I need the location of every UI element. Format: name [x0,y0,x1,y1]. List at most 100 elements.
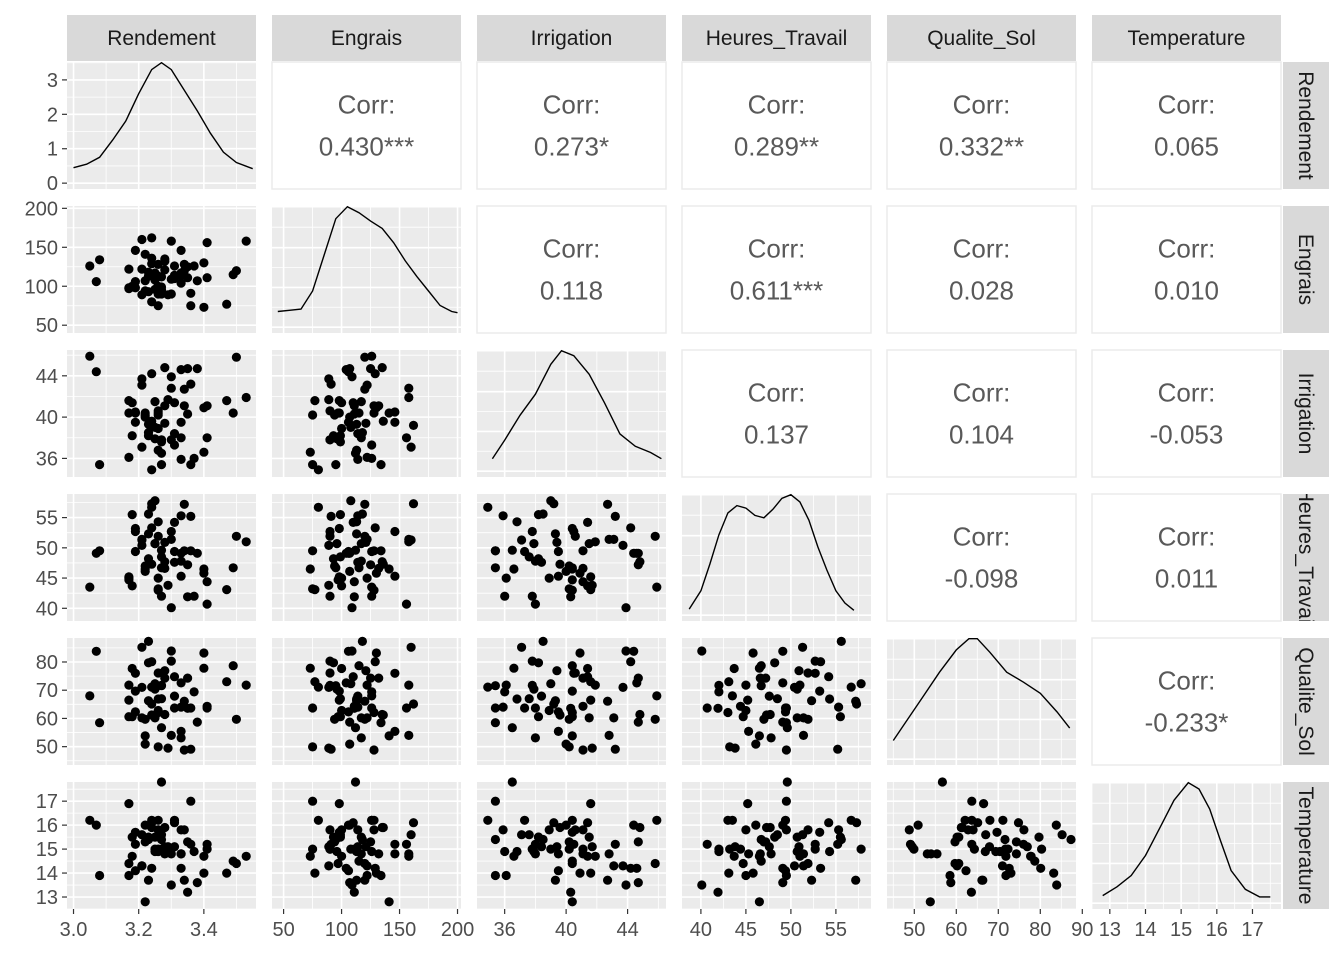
data-point [756,661,766,671]
y-tick-label: 55 [36,508,58,530]
data-point [353,557,363,567]
data-point [95,255,105,265]
data-point [583,517,593,528]
data-point [851,875,861,885]
data-point [335,437,345,447]
strip-right-bg [1283,206,1329,333]
corr-label: Corr: [748,90,806,120]
data-point [907,842,917,852]
data-point [408,499,419,509]
data-point [741,825,751,835]
data-point [347,603,357,613]
data-point [166,372,176,382]
data-point [751,739,761,749]
data-point [335,830,345,840]
data-point [1000,834,1010,845]
data-point [325,591,335,601]
data-point [156,289,167,299]
data-point [330,561,340,571]
data-point [755,673,765,683]
data-point [950,837,960,847]
data-point [324,861,334,871]
data-point [1057,830,1067,840]
data-point [376,460,386,470]
data-point [553,866,564,876]
strip-right-qualite_sol: Qualite_Sol [1283,638,1329,765]
data-point [189,846,199,857]
data-point [147,523,157,533]
data-point [524,552,534,562]
data-point [527,844,537,854]
data-point [199,851,209,861]
data-point [384,564,394,574]
data-point [759,714,769,724]
data-point [610,744,620,754]
y-tick-label: 60 [36,708,58,730]
data-point [332,846,342,857]
data-point [366,673,376,683]
data-point [150,496,160,506]
data-point [509,564,519,574]
data-point [147,297,157,307]
data-point [552,537,562,548]
data-point [333,408,343,418]
data-point [140,731,150,741]
data-point [124,799,134,809]
data-point [352,517,362,527]
panel-r6-c5 [887,777,1076,910]
corr-value: 0.011 [1155,564,1218,594]
data-point [140,561,150,571]
data-point [85,691,95,701]
data-point [169,557,180,567]
data-point [153,815,163,825]
data-point [366,560,376,570]
data-point [222,868,232,878]
corr-label: Corr: [1158,234,1216,264]
data-point [153,694,163,704]
data-point [163,743,173,753]
data-point [140,837,150,847]
x-tick-label: 40 [555,919,577,941]
data-point [153,705,163,716]
panel-r5-c6: Corr: -0.233* [1091,637,1282,766]
data-point [183,673,193,683]
data-point [140,714,150,724]
strip-right-label: Temperature [1294,787,1317,905]
x-axis-col-6: 13 14 15 16 17 [1099,909,1264,941]
data-point [127,398,137,408]
data-point [199,663,209,673]
data-point [186,796,196,806]
corr-panel-bg [1091,205,1282,334]
data-point [189,591,199,601]
data-point [500,687,510,697]
y-tick-label: 40 [36,598,58,620]
y-tick-label: 13 [36,887,58,909]
data-point [778,863,788,873]
data-point [333,712,343,722]
data-point [945,870,955,881]
data-point [404,680,414,690]
corr-panel-bg [886,349,1077,478]
data-point [153,517,163,527]
y-tick-label: 1 [47,139,58,161]
data-point [1003,844,1013,854]
data-point [977,875,987,885]
data-point [530,733,541,743]
data-point [346,496,356,506]
data-point [517,830,527,840]
data-point [333,858,343,869]
data-point [124,408,134,418]
data-point [156,545,167,555]
corr-panel-bg [886,493,1077,622]
data-point [727,815,738,825]
panel-r2-c5: Corr: 0.028 [886,205,1077,334]
strip-top-temperature: Temperature [1092,15,1281,61]
x-tick-label: 200 [441,919,474,941]
data-point [578,849,588,859]
data-point [349,592,359,602]
density-curve [277,205,458,314]
data-point [633,878,643,888]
data-point [341,548,351,558]
data-point [324,580,334,590]
data-point [546,679,556,689]
